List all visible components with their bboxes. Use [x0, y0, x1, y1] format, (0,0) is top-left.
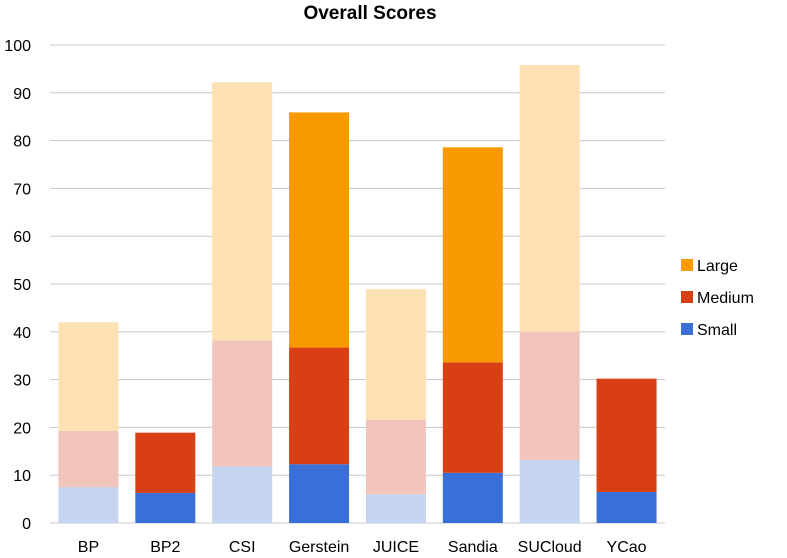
y-tick-label: 90 — [13, 86, 31, 103]
legend-label-small: Small — [697, 322, 737, 339]
bar-ycao-small — [596, 491, 657, 523]
y-axis-ticks: 0 10 20 30 40 50 60 70 80 90 100 — [4, 38, 31, 533]
x-tick-label: JUICE — [373, 539, 419, 556]
y-tick-label: 10 — [13, 468, 31, 485]
bar-gerstein-large — [289, 112, 350, 348]
y-tick-label: 0 — [22, 516, 31, 533]
bar-bp2-small — [135, 492, 196, 523]
y-tick-label: 50 — [13, 277, 31, 294]
bar-bp-medium — [58, 430, 119, 488]
bar-csi-large — [212, 82, 273, 341]
legend-swatch-medium — [681, 291, 693, 303]
bar-juice-large — [365, 289, 426, 420]
x-tick-label: SUCloud — [518, 539, 582, 556]
legend: Large Medium Small — [681, 258, 754, 339]
legend-swatch-small — [681, 323, 693, 335]
bar-sucloud-small — [519, 459, 580, 523]
x-tick-label: Gerstein — [289, 539, 349, 556]
y-tick-label: 100 — [4, 38, 31, 55]
bar-gerstein-small — [289, 464, 350, 523]
x-tick-label: CSI — [229, 539, 256, 556]
bar-sandia-small — [442, 472, 503, 523]
x-tick-label: YCao — [607, 539, 647, 556]
bar-bp-small — [58, 487, 119, 523]
x-axis-ticks: BP BP2 CSI Gerstein JUICE Sandia SUCloud YCao — [78, 539, 647, 556]
bar-ycao-medium — [596, 378, 657, 492]
bar-bp2-medium — [135, 432, 196, 493]
bar-bp-large — [58, 322, 119, 431]
chart-title: Overall Scores — [303, 3, 436, 24]
bar-juice-medium — [365, 419, 426, 495]
bar-sucloud-large — [519, 65, 580, 332]
legend-label-medium: Medium — [697, 290, 754, 307]
x-tick-label: BP — [78, 539, 99, 556]
bar-sucloud-medium — [519, 331, 580, 460]
legend-swatch-large — [681, 259, 693, 271]
bar-csi-medium — [212, 340, 273, 467]
bars — [58, 65, 657, 523]
y-tick-label: 20 — [13, 420, 31, 437]
y-tick-label: 70 — [13, 181, 31, 198]
bar-gerstein-medium — [289, 347, 350, 465]
bar-csi-small — [212, 466, 273, 523]
y-tick-label: 60 — [13, 229, 31, 246]
y-tick-label: 30 — [13, 373, 31, 390]
y-tick-label: 80 — [13, 134, 31, 151]
bar-sandia-medium — [442, 362, 503, 473]
legend-label-large: Large — [697, 258, 738, 275]
bar-juice-small — [365, 494, 426, 523]
y-tick-label: 40 — [13, 325, 31, 342]
bar-sandia-large — [442, 147, 503, 363]
x-tick-label: BP2 — [150, 539, 180, 556]
x-tick-label: Sandia — [448, 539, 498, 556]
